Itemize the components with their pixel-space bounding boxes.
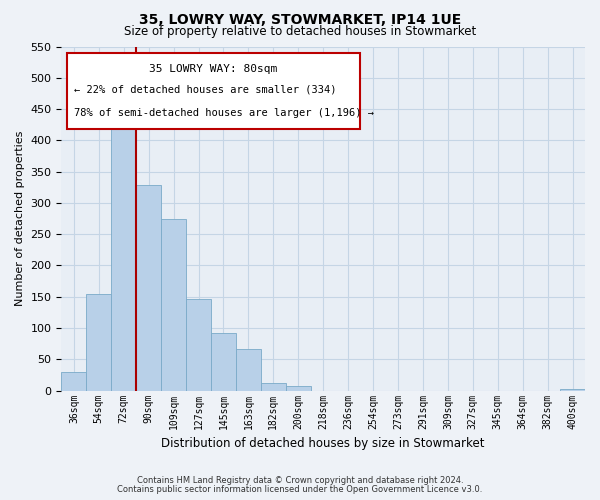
Bar bbox=[236, 348, 261, 391]
Bar bbox=[186, 300, 211, 390]
Text: 35 LOWRY WAY: 80sqm: 35 LOWRY WAY: 80sqm bbox=[149, 64, 277, 74]
Bar bbox=[161, 219, 186, 390]
Text: Contains public sector information licensed under the Open Government Licence v3: Contains public sector information licen… bbox=[118, 485, 482, 494]
Y-axis label: Number of detached properties: Number of detached properties bbox=[15, 131, 25, 306]
Text: 35, LOWRY WAY, STOWMARKET, IP14 1UE: 35, LOWRY WAY, STOWMARKET, IP14 1UE bbox=[139, 12, 461, 26]
Bar bbox=[211, 333, 236, 390]
Bar bbox=[136, 186, 161, 390]
Bar bbox=[261, 382, 286, 390]
X-axis label: Distribution of detached houses by size in Stowmarket: Distribution of detached houses by size … bbox=[161, 437, 485, 450]
FancyBboxPatch shape bbox=[67, 54, 360, 129]
Text: 78% of semi-detached houses are larger (1,196) →: 78% of semi-detached houses are larger (… bbox=[74, 108, 374, 118]
Bar bbox=[560, 389, 585, 390]
Text: Size of property relative to detached houses in Stowmarket: Size of property relative to detached ho… bbox=[124, 25, 476, 38]
Bar bbox=[111, 123, 136, 390]
Bar bbox=[61, 372, 86, 390]
Text: ← 22% of detached houses are smaller (334): ← 22% of detached houses are smaller (33… bbox=[74, 84, 337, 94]
Text: Contains HM Land Registry data © Crown copyright and database right 2024.: Contains HM Land Registry data © Crown c… bbox=[137, 476, 463, 485]
Bar bbox=[286, 386, 311, 390]
Bar bbox=[86, 294, 111, 390]
